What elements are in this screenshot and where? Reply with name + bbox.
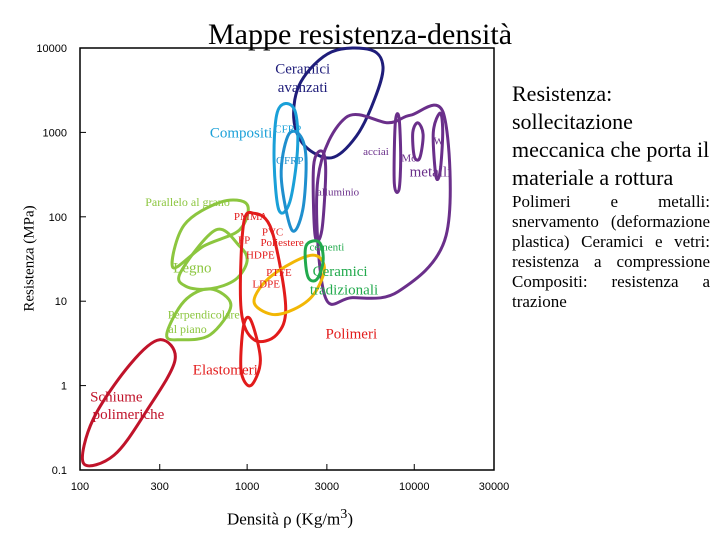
label-elastomeri: Elastomeri bbox=[193, 363, 258, 379]
region-alluminio bbox=[311, 149, 328, 243]
label-legno: Legno bbox=[173, 260, 211, 276]
material-regions bbox=[80, 46, 452, 468]
label-ldpe: LDPE bbox=[252, 279, 280, 291]
y-axis-label: Resistenza (MPa) bbox=[21, 205, 38, 312]
label-polimeriche: polimeriche bbox=[93, 407, 165, 423]
label-acciai: acciai bbox=[363, 146, 389, 158]
region-mo bbox=[411, 121, 425, 162]
y-tick-label: 1 bbox=[61, 381, 67, 393]
label-pmma: PMMA bbox=[234, 211, 268, 223]
label-metalli: metalli bbox=[410, 165, 452, 181]
label-schiume: Schiume bbox=[90, 389, 143, 405]
label-w: W bbox=[433, 135, 444, 147]
plot-frame bbox=[79, 47, 495, 471]
label-alluminio: alluminio bbox=[317, 186, 360, 198]
label-al-piano: al piano bbox=[168, 322, 206, 336]
region-compositi-cfrp bbox=[272, 101, 300, 215]
label-mo: Mo bbox=[401, 153, 417, 165]
y-tick-label: 1000 bbox=[43, 127, 67, 139]
x-tick-label: 3000 bbox=[315, 481, 339, 493]
label-pp: PP bbox=[238, 235, 250, 247]
chart-title: Mappe resistenza-densità bbox=[207, 18, 513, 51]
region-ceramici-tradizionali bbox=[252, 253, 326, 317]
x-tick-label: 100 bbox=[71, 481, 89, 493]
side-body: Polimeri e metalli: snervamento (deforma… bbox=[512, 192, 710, 311]
label-ceramici: Ceramici bbox=[313, 264, 368, 280]
region-perpendicolare-al-piano bbox=[165, 287, 233, 342]
label-tradizionali: tradizionali bbox=[310, 283, 378, 299]
region-cementi bbox=[303, 239, 325, 283]
region-w bbox=[431, 111, 445, 181]
label-pvc: PVC bbox=[262, 227, 283, 239]
label-hdpe: HDPE bbox=[246, 250, 275, 262]
y-tick-label: 10000 bbox=[36, 43, 67, 55]
x-tick-label: 30000 bbox=[479, 481, 510, 493]
label-poliestere: Poliestere bbox=[260, 237, 303, 249]
side-description: Resistenza: sollecitazione meccanica che… bbox=[512, 80, 710, 312]
label-perpendicolare: Perpendicolare bbox=[168, 308, 240, 322]
region-acciai bbox=[392, 112, 403, 194]
y-tick-label: 0.1 bbox=[52, 465, 67, 477]
label-compositi: Compositi bbox=[210, 126, 273, 142]
axis-ticks: 100 300 1000 3000 10000 30000 0.1 1 10 100 1000 100… bbox=[36, 43, 509, 493]
label-parallelo-al-grano: Parallelo al grano bbox=[145, 195, 230, 209]
label-cementi: cementi bbox=[309, 241, 344, 253]
side-heading: Resistenza: sollecitazione meccanica che… bbox=[512, 81, 710, 190]
region-parallelo-al-grano bbox=[170, 198, 250, 270]
label-polimeri: Polimeri bbox=[325, 327, 377, 343]
region-compositi-gfrp bbox=[279, 129, 308, 233]
region-schiume-polimeriche bbox=[80, 338, 177, 468]
region-elastomeri bbox=[239, 315, 262, 388]
label-avanzati: avanzati bbox=[278, 80, 328, 96]
label-gfrp: GFRP bbox=[276, 155, 304, 167]
x-tick-label: 10000 bbox=[399, 481, 430, 493]
y-tick-label: 100 bbox=[49, 212, 67, 224]
region-metalli bbox=[315, 103, 452, 306]
label-cfrp: CFRP bbox=[274, 123, 301, 135]
material-labels: Ceramici avanzati Compositi CFRP GFRP acciai W… bbox=[90, 61, 451, 423]
x-tick-label: 300 bbox=[151, 481, 169, 493]
label-ptfe: PTFE bbox=[266, 267, 292, 279]
x-axis-label: Densità ρ (Kg/m3) bbox=[226, 506, 354, 529]
x-tick-label: 1000 bbox=[235, 481, 259, 493]
y-tick-label: 10 bbox=[55, 296, 67, 308]
label-ceramici: Ceramici bbox=[275, 61, 330, 77]
